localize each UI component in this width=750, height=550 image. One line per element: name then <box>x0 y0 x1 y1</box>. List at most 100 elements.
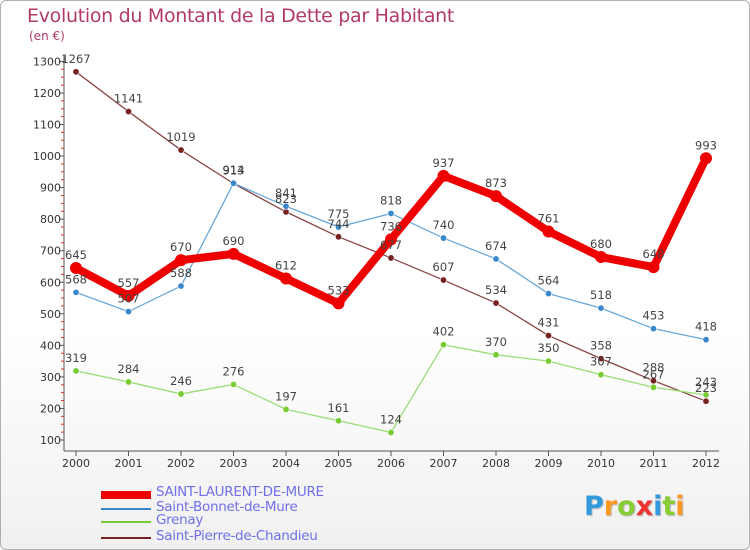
x-tick-label: 2004 <box>272 457 300 470</box>
data-label: 223 <box>695 381 717 395</box>
data-label: 841 <box>275 186 297 200</box>
data-label: 740 <box>433 218 455 232</box>
legend-label: Grenay <box>156 512 204 528</box>
data-point <box>439 341 447 349</box>
x-tick-label: 2002 <box>167 457 195 470</box>
data-point <box>649 383 657 391</box>
data-point <box>597 304 605 312</box>
chart-title: Evolution du Montant de la Dette par Hab… <box>27 5 455 27</box>
data-label: 677 <box>380 238 402 252</box>
data-label: 402 <box>433 325 455 339</box>
data-label: 913 <box>223 163 245 177</box>
data-label: 1267 <box>61 52 90 66</box>
data-label: 744 <box>328 217 350 231</box>
data-label: 680 <box>590 237 612 251</box>
data-label: 557 <box>118 276 140 290</box>
data-point <box>649 325 657 333</box>
y-tick-label: 1100 <box>33 119 61 132</box>
data-point <box>702 391 710 399</box>
y-tick-label: 600 <box>40 276 61 289</box>
x-tick-label: 2009 <box>535 457 563 470</box>
data-label: 775 <box>328 207 350 221</box>
data-point <box>700 152 712 165</box>
y-tick-label: 700 <box>40 245 61 258</box>
x-tick-label: 2005 <box>325 457 353 470</box>
data-label: 568 <box>65 272 87 286</box>
y-tick-label: 300 <box>40 371 61 384</box>
data-point <box>387 254 395 262</box>
data-label: 1019 <box>166 130 195 144</box>
data-label: 161 <box>328 401 350 415</box>
data-point <box>280 272 292 285</box>
data-label: 1141 <box>114 92 143 106</box>
logo-letter: r <box>603 491 618 522</box>
data-point <box>647 261 660 274</box>
data-label: 761 <box>538 211 560 225</box>
logo-letter: i <box>653 491 663 522</box>
logo-letter: P <box>584 491 604 522</box>
data-label: 607 <box>433 260 455 274</box>
data-point <box>544 332 552 340</box>
data-point <box>230 380 238 388</box>
data-label: 276 <box>223 364 245 378</box>
data-point <box>70 262 82 275</box>
data-label: 267 <box>643 367 665 381</box>
data-point <box>437 169 450 182</box>
logo-letter: i <box>675 491 685 522</box>
data-point <box>125 378 133 386</box>
data-label: 612 <box>275 258 297 272</box>
data-label: 670 <box>170 240 192 254</box>
y-tick-label: 100 <box>40 434 61 447</box>
data-label: 418 <box>695 320 717 334</box>
data-point <box>72 288 80 296</box>
legend-label: Saint-Pierre-de-Chandieu <box>156 528 318 544</box>
data-label: 648 <box>643 247 665 261</box>
data-point <box>334 233 342 241</box>
data-label: 993 <box>695 138 717 152</box>
data-label: 124 <box>380 412 402 426</box>
data-label: 197 <box>275 389 297 403</box>
data-point <box>177 390 185 398</box>
data-point <box>544 357 552 365</box>
data-label: 319 <box>65 351 87 365</box>
data-point <box>387 428 395 436</box>
data-point <box>334 223 342 231</box>
data-point <box>439 276 447 284</box>
y-tick-label: 400 <box>40 339 61 352</box>
data-point <box>542 225 555 238</box>
data-label: 350 <box>538 341 560 355</box>
x-tick-label: 2006 <box>377 457 405 470</box>
data-point <box>125 308 133 316</box>
data-point <box>544 290 552 298</box>
y-tick-label: 1200 <box>33 87 61 100</box>
data-label: 246 <box>170 374 192 388</box>
x-tick-label: 2012 <box>692 457 720 470</box>
data-label: 564 <box>538 274 560 288</box>
legend-swatch <box>101 508 151 510</box>
proxiti-logo: Proxiti <box>584 491 685 522</box>
x-tick-label: 2011 <box>640 457 668 470</box>
data-point <box>332 297 345 310</box>
data-label: 534 <box>485 283 507 297</box>
data-label: 588 <box>170 266 192 280</box>
data-label: 507 <box>118 292 140 306</box>
data-label: 431 <box>538 316 560 330</box>
data-point <box>72 367 80 375</box>
legend-swatch <box>101 537 151 539</box>
data-point <box>282 405 290 413</box>
data-label: 690 <box>223 234 245 248</box>
logo-letter: x <box>635 491 654 522</box>
y-tick-label: 900 <box>40 182 61 195</box>
legend-swatch <box>101 521 151 523</box>
data-label: 243 <box>695 375 717 389</box>
logo-letter: t <box>662 491 676 522</box>
y-tick-label: 1000 <box>33 150 61 163</box>
legend-label: SAINT-LAURENT-DE-MURE <box>156 484 324 500</box>
chart-subtitle: (en €) <box>29 29 65 43</box>
y-tick-label: 1300 <box>33 55 61 68</box>
x-tick-label: 2003 <box>220 457 248 470</box>
data-point <box>702 397 710 405</box>
data-point <box>227 247 240 260</box>
logo-letter: o <box>617 491 636 522</box>
